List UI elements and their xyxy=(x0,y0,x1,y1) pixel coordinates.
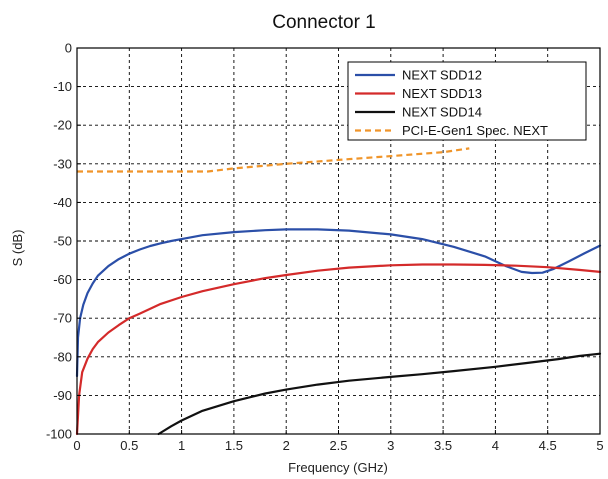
y-tick-label: -80 xyxy=(53,349,72,364)
legend-label: NEXT SDD12 xyxy=(402,68,482,83)
chart-title: Connector 1 xyxy=(272,12,376,33)
y-tick-label: -90 xyxy=(53,388,72,403)
legend-label: NEXT SDD13 xyxy=(402,86,482,101)
x-tick-label: 2 xyxy=(283,438,290,453)
series-line xyxy=(75,228,602,378)
x-axis-label: Frequency (GHz) xyxy=(288,460,388,475)
y-tick-label: -60 xyxy=(53,272,72,287)
y-tick-label: -30 xyxy=(53,156,72,171)
series-layer xyxy=(75,147,602,436)
y-tick-label: -100 xyxy=(46,427,72,442)
series-line xyxy=(157,352,602,436)
x-tick-label: 4 xyxy=(492,438,499,453)
y-tick-label: 0 xyxy=(65,41,72,56)
x-tick-label: 0.5 xyxy=(120,438,138,453)
x-tick-label: 1 xyxy=(178,438,185,453)
x-tick-label: 3 xyxy=(387,438,394,453)
y-axis-label: S (dB) xyxy=(10,230,25,267)
y-tick-label: -70 xyxy=(53,311,72,326)
grid-layer xyxy=(77,48,600,434)
series-line xyxy=(77,147,470,173)
y-tick-label: -40 xyxy=(53,195,72,210)
x-tick-label: 2.5 xyxy=(329,438,347,453)
tick-layer: 0 0.5 1 1.5 2 2.5 3 3.5 4 4.5 5 0 -10 -20 -30 -40 -50 -60… xyxy=(46,41,604,454)
x-tick-label: 4.5 xyxy=(539,438,557,453)
x-tick-label: 3.5 xyxy=(434,438,452,453)
legend: NEXT SDD12 NEXT SDD13 NEXT SDD14 PCI-E-Gen1… xyxy=(347,61,587,141)
x-tick-label: 5 xyxy=(596,438,603,453)
legend-label: PCI-E-Gen1 Spec. NEXT xyxy=(402,123,548,138)
y-tick-label: -20 xyxy=(53,118,72,133)
x-tick-label: 1.5 xyxy=(225,438,243,453)
y-tick-label: -50 xyxy=(53,234,72,249)
legend-label: NEXT SDD14 xyxy=(402,105,482,120)
series-line xyxy=(75,263,602,436)
x-tick-label: 0 xyxy=(73,438,80,453)
y-tick-label: -10 xyxy=(53,79,72,94)
